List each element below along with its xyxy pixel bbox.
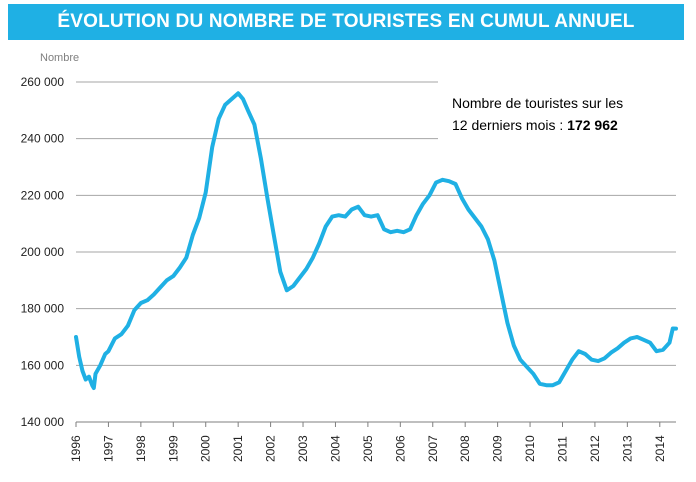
x-tick-label: 1997 bbox=[101, 435, 115, 462]
y-tick-label: 260 000 bbox=[21, 75, 65, 89]
x-tick-label: 2003 bbox=[296, 435, 310, 462]
y-tick-label: 200 000 bbox=[21, 245, 65, 259]
x-tick-label: 2008 bbox=[458, 435, 472, 462]
x-tick-label: 2004 bbox=[328, 435, 342, 462]
annotation-line-2: 12 derniers mois : 172 962 bbox=[452, 114, 623, 136]
y-tick-label: 240 000 bbox=[21, 132, 65, 146]
x-tick-label: 2002 bbox=[264, 435, 278, 462]
x-tick-label: 2011 bbox=[555, 436, 569, 462]
x-tick-label: 2014 bbox=[653, 435, 667, 462]
x-tick-label: 2013 bbox=[620, 435, 634, 462]
series-line bbox=[74, 91, 678, 390]
x-tick-label: 2012 bbox=[588, 435, 602, 462]
annotation-line-2-text: 12 derniers mois : bbox=[452, 117, 568, 133]
x-tick-label: 2009 bbox=[491, 435, 505, 462]
x-tick-label: 2010 bbox=[523, 435, 537, 462]
x-tick-label: 1998 bbox=[134, 435, 148, 462]
x-tick-label: 1999 bbox=[166, 435, 180, 462]
annotation-line-1: Nombre de touristes sur les bbox=[452, 95, 624, 111]
y-tick-label: 180 000 bbox=[21, 302, 65, 316]
annotation-value: 172 962 bbox=[567, 117, 618, 133]
x-tick-label: 2000 bbox=[199, 435, 213, 462]
chart-title: ÉVOLUTION DU NOMBRE DE TOURISTES EN CUMU… bbox=[8, 4, 684, 40]
x-tick-label: 2007 bbox=[426, 435, 440, 462]
y-axis-unit-label: Nombre bbox=[40, 52, 80, 64]
x-tick-label: 2001 bbox=[231, 435, 245, 462]
x-tick-label: 2005 bbox=[361, 435, 375, 462]
x-tick-label: 1996 bbox=[69, 435, 83, 462]
y-tick-label: 160 000 bbox=[21, 358, 65, 372]
y-tick-label: 220 000 bbox=[21, 188, 65, 202]
y-tick-label: 140 000 bbox=[21, 415, 65, 429]
annotation-box: Nombre de touristes sur les 12 derniers … bbox=[452, 92, 623, 136]
x-tick-label: 2006 bbox=[393, 435, 407, 462]
